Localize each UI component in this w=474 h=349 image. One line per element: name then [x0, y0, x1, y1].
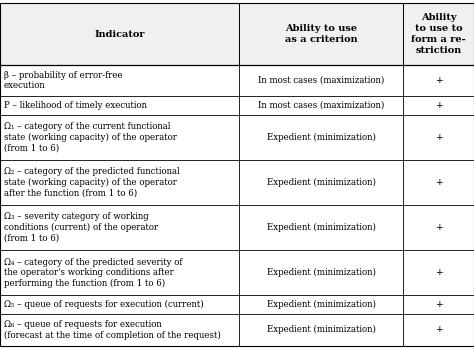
- Text: Expedient (minimization): Expedient (minimization): [267, 268, 375, 277]
- Text: +: +: [435, 300, 442, 309]
- Bar: [0, 205, 474, 250]
- Text: Expedient (minimization): Expedient (minimization): [267, 325, 375, 334]
- Text: Ω₃ – severity category of working
conditions (current) of the operator
(from 1 t: Ω₃ – severity category of working condit…: [4, 212, 158, 243]
- Text: +: +: [435, 133, 442, 142]
- Text: P – likelihood of timely execution: P – likelihood of timely execution: [4, 101, 147, 110]
- Text: +: +: [435, 101, 442, 110]
- Bar: [0, 3, 474, 65]
- Text: +: +: [435, 325, 442, 334]
- Text: Ω₆ – queue of requests for execution
(forecast at the time of completion of the : Ω₆ – queue of requests for execution (fo…: [4, 320, 221, 340]
- Text: +: +: [435, 178, 442, 187]
- Text: Ω₄ – category of the predicted severity of
the operator's working conditions aft: Ω₄ – category of the predicted severity …: [4, 258, 182, 288]
- Text: Indicator: Indicator: [94, 30, 145, 38]
- Bar: [0, 96, 474, 114]
- Text: Ω₅ – queue of requests for execution (current): Ω₅ – queue of requests for execution (cu…: [4, 300, 203, 309]
- Text: Expedient (minimization): Expedient (minimization): [267, 178, 375, 187]
- Text: In most cases (maximization): In most cases (maximization): [258, 76, 384, 85]
- Text: Expedient (minimization): Expedient (minimization): [267, 300, 375, 309]
- Text: In most cases (maximization): In most cases (maximization): [258, 101, 384, 110]
- Text: Ability
to use to
form a re-
striction: Ability to use to form a re- striction: [411, 13, 466, 55]
- Text: β – probability of error-free
execution: β – probability of error-free execution: [4, 70, 122, 90]
- Text: Ability to use
as a criterion: Ability to use as a criterion: [285, 24, 357, 44]
- Bar: [0, 65, 474, 96]
- Bar: [0, 250, 474, 295]
- Text: Expedient (minimization): Expedient (minimization): [267, 223, 375, 232]
- Text: +: +: [435, 76, 442, 85]
- Bar: [0, 295, 474, 314]
- Text: Ω₁ – category of the current functional
state (working capacity) of the operator: Ω₁ – category of the current functional …: [4, 122, 177, 153]
- Bar: [0, 314, 474, 346]
- Text: Ω₂ – category of the predicted functional
state (working capacity) of the operat: Ω₂ – category of the predicted functiona…: [4, 167, 180, 198]
- Text: +: +: [435, 268, 442, 277]
- Bar: [0, 160, 474, 205]
- Bar: [0, 114, 474, 160]
- Text: +: +: [435, 223, 442, 232]
- Text: Expedient (minimization): Expedient (minimization): [267, 133, 375, 142]
